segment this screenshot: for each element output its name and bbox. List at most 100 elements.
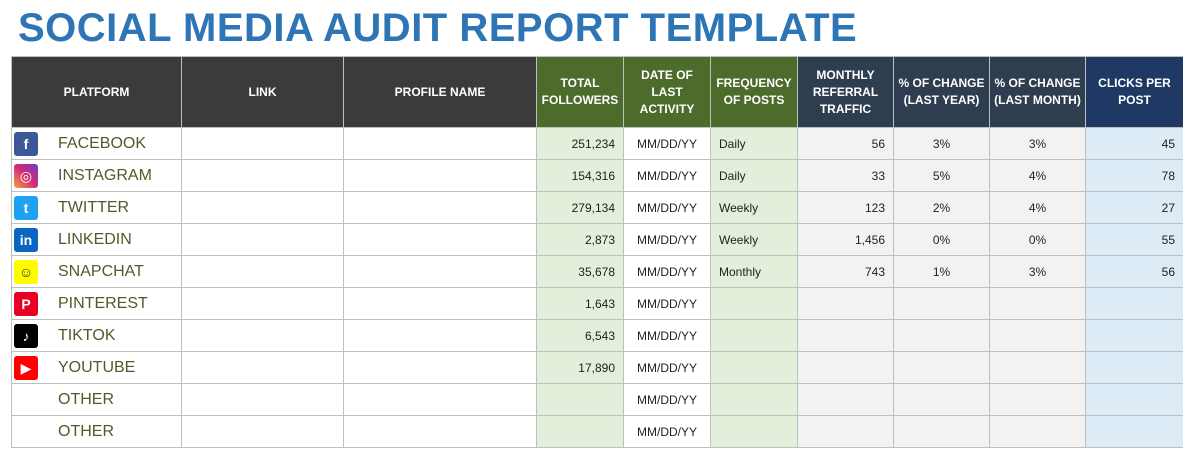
clicks-per-post: 78 (1085, 159, 1183, 192)
empty-cell (181, 159, 344, 192)
change-last-year: 1% (893, 255, 990, 288)
platform-cell: OTHER (11, 415, 182, 448)
table-row: in LINKEDIN 2,873 MM/DD/YY Weekly 1,456 0% 0% 55 (11, 223, 1183, 256)
change-last-month (989, 287, 1086, 320)
frequency (710, 351, 798, 384)
date: MM/DD/YY (623, 351, 711, 384)
change-last-month: 4% (989, 159, 1086, 192)
column-header: % OF CHANGE (LAST YEAR) (893, 56, 990, 128)
empty-cell (343, 191, 537, 224)
change-last-month (989, 351, 1086, 384)
table-row: ▶ YOUTUBE 17,890 MM/DD/YY (11, 351, 1183, 384)
empty-cell (343, 351, 537, 384)
date: MM/DD/YY (623, 319, 711, 352)
frequency (710, 319, 798, 352)
change-last-year (893, 351, 990, 384)
date: MM/DD/YY (623, 159, 711, 192)
column-header: % OF CHANGE (LAST MONTH) (989, 56, 1086, 128)
date: MM/DD/YY (623, 383, 711, 416)
empty-cell (343, 319, 537, 352)
total-followers: 17,890 (536, 351, 624, 384)
change-last-month: 0% (989, 223, 1086, 256)
monthly-referral-traffic: 1,456 (797, 223, 894, 256)
platform-icon: ◎ (14, 163, 38, 188)
date: MM/DD/YY (623, 191, 711, 224)
change-last-year (893, 287, 990, 320)
frequency: Daily (710, 159, 798, 192)
empty-cell (343, 255, 537, 288)
column-header: PLATFORM (11, 56, 182, 128)
clicks-per-post: 27 (1085, 191, 1183, 224)
platform-icon: ♪ (14, 323, 38, 348)
column-header: DATE OF LAST ACTIVITY (623, 56, 711, 128)
clicks-per-post: 45 (1085, 127, 1183, 160)
column-header: PROFILE NAME (343, 56, 537, 128)
monthly-referral-traffic (797, 415, 894, 448)
monthly-referral-traffic: 743 (797, 255, 894, 288)
platform-name: TWITTER (58, 198, 130, 216)
change-last-year (893, 383, 990, 416)
platform-icon: t (14, 195, 38, 220)
clicks-per-post (1085, 415, 1183, 448)
empty-cell (181, 255, 344, 288)
change-last-month (989, 319, 1086, 352)
platform-cell: ◎ INSTAGRAM (11, 159, 182, 192)
date: MM/DD/YY (623, 255, 711, 288)
platform-name: SNAPCHAT (58, 262, 144, 280)
frequency (710, 383, 798, 416)
platform-name: OTHER (58, 390, 114, 408)
column-header: LINK (181, 56, 344, 128)
audit-table: PLATFORM LINK PROFILE NAME TOTAL FOLLOWERS D… (11, 56, 1183, 448)
date: MM/DD/YY (623, 415, 711, 448)
total-followers: 1,643 (536, 287, 624, 320)
clicks-per-post: 56 (1085, 255, 1183, 288)
table-row: ◎ INSTAGRAM 154,316 MM/DD/YY Daily 33 5% 4% 78 (11, 159, 1183, 192)
clicks-per-post (1085, 319, 1183, 352)
platform-icon: ▶ (14, 355, 38, 380)
change-last-month: 3% (989, 255, 1086, 288)
total-followers: 279,134 (536, 191, 624, 224)
change-last-year: 2% (893, 191, 990, 224)
monthly-referral-traffic: 33 (797, 159, 894, 192)
table-row: P PINTEREST 1,643 MM/DD/YY (11, 287, 1183, 320)
total-followers: 154,316 (536, 159, 624, 192)
column-header: TOTAL FOLLOWERS (536, 56, 624, 128)
monthly-referral-traffic (797, 319, 894, 352)
platform-name: YOUTUBE (58, 358, 136, 376)
total-followers: 2,873 (536, 223, 624, 256)
platform-icon: in (14, 227, 38, 252)
platform-name: LINKEDIN (58, 230, 132, 248)
table-row: f FACEBOOK 251,234 MM/DD/YY Daily 56 3% 3% 45 (11, 127, 1183, 160)
total-followers (536, 383, 624, 416)
clicks-per-post (1085, 287, 1183, 320)
change-last-year: 0% (893, 223, 990, 256)
clicks-per-post (1085, 351, 1183, 384)
platform-icon: P (14, 291, 38, 316)
header-row: PLATFORM LINK PROFILE NAME TOTAL FOLLOWERS D… (11, 56, 1183, 128)
platform-name: TIKTOK (58, 326, 116, 344)
monthly-referral-traffic (797, 383, 894, 416)
empty-cell (181, 319, 344, 352)
monthly-referral-traffic (797, 287, 894, 320)
frequency: Monthly (710, 255, 798, 288)
change-last-month (989, 415, 1086, 448)
total-followers: 6,543 (536, 319, 624, 352)
platform-name: FACEBOOK (58, 134, 147, 152)
table-row: ☺ SNAPCHAT 35,678 MM/DD/YY Monthly 743 1% 3% 56 (11, 255, 1183, 288)
empty-cell (181, 287, 344, 320)
empty-cell (181, 351, 344, 384)
table-row: t TWITTER 279,134 MM/DD/YY Weekly 123 2% 4% 27 (11, 191, 1183, 224)
change-last-month: 4% (989, 191, 1086, 224)
change-last-year (893, 415, 990, 448)
date: MM/DD/YY (623, 127, 711, 160)
empty-cell (181, 191, 344, 224)
platform-cell: ♪ TIKTOK (11, 319, 182, 352)
table-row: OTHER MM/DD/YY (11, 383, 1183, 416)
monthly-referral-traffic (797, 351, 894, 384)
frequency: Weekly (710, 191, 798, 224)
frequency (710, 415, 798, 448)
column-header: MONTHLY REFERRAL TRAFFIC (797, 56, 894, 128)
change-last-month: 3% (989, 127, 1086, 160)
change-last-year (893, 319, 990, 352)
